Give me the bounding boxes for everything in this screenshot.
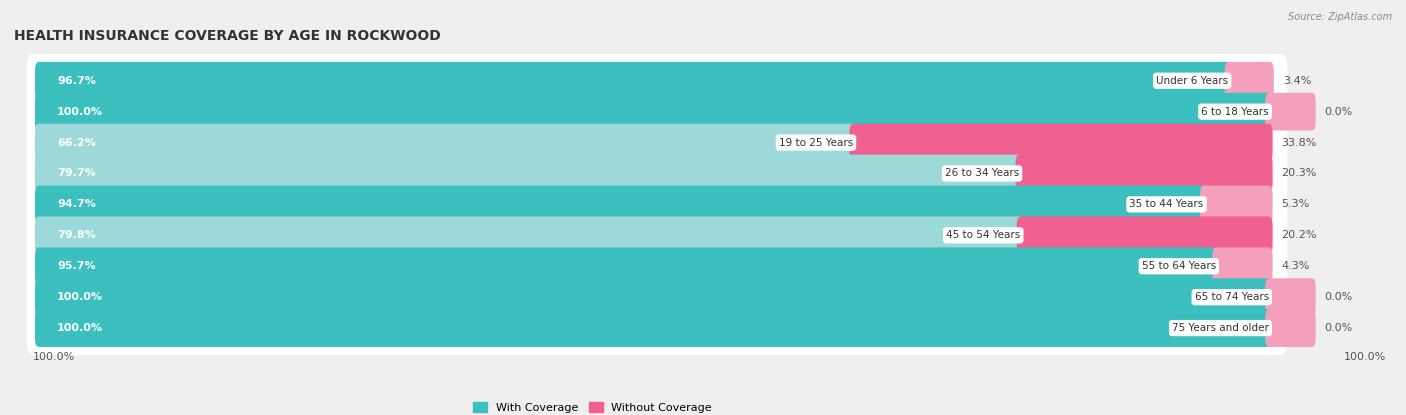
Text: 19 to 25 Years: 19 to 25 Years xyxy=(779,137,853,148)
FancyBboxPatch shape xyxy=(1015,155,1272,192)
Text: 0.0%: 0.0% xyxy=(1324,323,1353,333)
Text: 66.2%: 66.2% xyxy=(58,137,96,148)
Text: 26 to 34 Years: 26 to 34 Years xyxy=(945,168,1019,178)
Text: 4.3%: 4.3% xyxy=(1281,261,1309,271)
Text: 20.2%: 20.2% xyxy=(1281,230,1316,240)
Text: 96.7%: 96.7% xyxy=(58,76,96,86)
Text: 33.8%: 33.8% xyxy=(1281,137,1316,148)
Text: 65 to 74 Years: 65 to 74 Years xyxy=(1195,292,1268,302)
FancyBboxPatch shape xyxy=(35,62,1232,100)
FancyBboxPatch shape xyxy=(849,124,1272,161)
Text: Source: ZipAtlas.com: Source: ZipAtlas.com xyxy=(1288,12,1392,22)
FancyBboxPatch shape xyxy=(35,155,1024,192)
Text: 100.0%: 100.0% xyxy=(58,323,103,333)
Text: 75 Years and older: 75 Years and older xyxy=(1173,323,1268,333)
Text: 100.0%: 100.0% xyxy=(58,107,103,117)
Text: 100.0%: 100.0% xyxy=(32,352,75,362)
FancyBboxPatch shape xyxy=(35,247,1219,285)
FancyBboxPatch shape xyxy=(1265,93,1316,130)
FancyBboxPatch shape xyxy=(1212,247,1272,285)
Text: 45 to 54 Years: 45 to 54 Years xyxy=(946,230,1021,240)
Text: 20.3%: 20.3% xyxy=(1281,168,1316,178)
FancyBboxPatch shape xyxy=(1201,186,1272,223)
Text: 55 to 64 Years: 55 to 64 Years xyxy=(1142,261,1216,271)
Legend: With Coverage, Without Coverage: With Coverage, Without Coverage xyxy=(474,403,711,413)
FancyBboxPatch shape xyxy=(27,178,1288,231)
Text: 100.0%: 100.0% xyxy=(1344,352,1386,362)
FancyBboxPatch shape xyxy=(27,208,1288,262)
FancyBboxPatch shape xyxy=(35,278,1272,316)
Text: Under 6 Years: Under 6 Years xyxy=(1156,76,1229,86)
FancyBboxPatch shape xyxy=(27,301,1288,355)
Text: 5.3%: 5.3% xyxy=(1281,200,1309,210)
Text: 35 to 44 Years: 35 to 44 Years xyxy=(1129,200,1204,210)
FancyBboxPatch shape xyxy=(27,116,1288,169)
Text: 94.7%: 94.7% xyxy=(58,200,96,210)
Text: 95.7%: 95.7% xyxy=(58,261,96,271)
FancyBboxPatch shape xyxy=(35,309,1272,347)
FancyBboxPatch shape xyxy=(27,85,1288,139)
FancyBboxPatch shape xyxy=(27,270,1288,324)
Text: 3.4%: 3.4% xyxy=(1284,76,1312,86)
FancyBboxPatch shape xyxy=(35,217,1024,254)
FancyBboxPatch shape xyxy=(35,124,856,161)
FancyBboxPatch shape xyxy=(35,186,1208,223)
FancyBboxPatch shape xyxy=(27,146,1288,200)
FancyBboxPatch shape xyxy=(27,239,1288,293)
Text: 100.0%: 100.0% xyxy=(58,292,103,302)
FancyBboxPatch shape xyxy=(35,93,1272,130)
FancyBboxPatch shape xyxy=(1225,62,1274,100)
Text: 6 to 18 Years: 6 to 18 Years xyxy=(1201,107,1268,117)
FancyBboxPatch shape xyxy=(1017,217,1272,254)
Text: 0.0%: 0.0% xyxy=(1324,292,1353,302)
FancyBboxPatch shape xyxy=(27,54,1288,107)
Text: HEALTH INSURANCE COVERAGE BY AGE IN ROCKWOOD: HEALTH INSURANCE COVERAGE BY AGE IN ROCK… xyxy=(14,29,441,43)
Text: 79.8%: 79.8% xyxy=(58,230,96,240)
Text: 0.0%: 0.0% xyxy=(1324,107,1353,117)
FancyBboxPatch shape xyxy=(1265,309,1316,347)
FancyBboxPatch shape xyxy=(1265,278,1316,316)
Text: 79.7%: 79.7% xyxy=(58,168,96,178)
